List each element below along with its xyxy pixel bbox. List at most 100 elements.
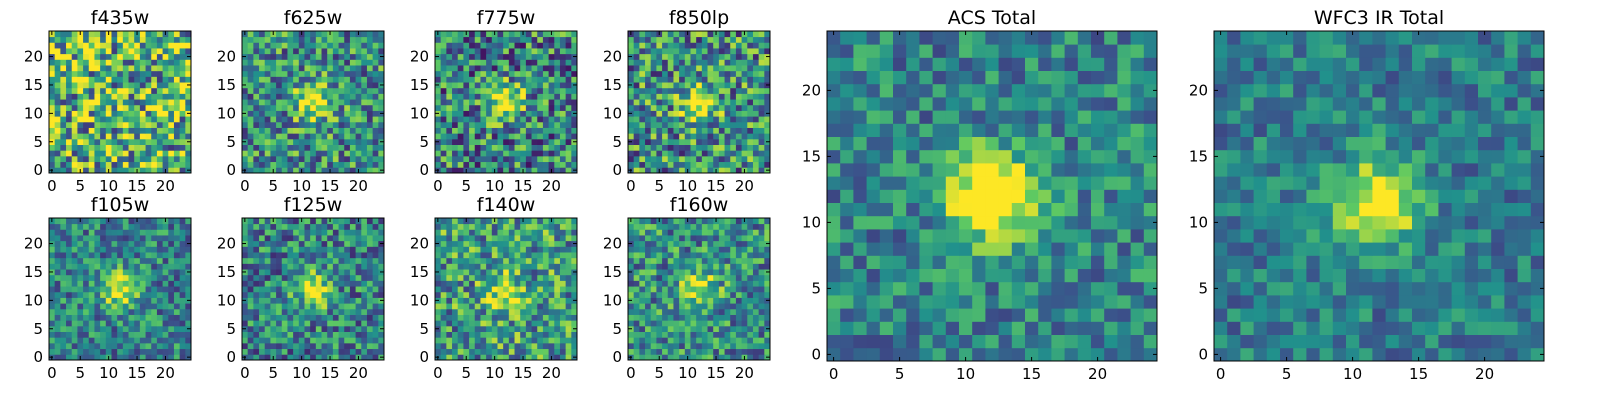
heatmap-cell [508,76,515,83]
heatmap-cell [520,99,527,106]
heatmap-cell [542,257,549,264]
heatmap-cell [650,36,657,43]
heatmap-cell [452,240,459,247]
heatmap-cell [151,65,158,72]
heatmap-cell [696,308,703,315]
heatmap-cell [66,87,73,94]
heatmap-cell [378,320,385,327]
axes-frame [241,217,385,361]
heatmap-cell [565,150,572,157]
heatmap-cell [446,246,453,253]
heatmap-cell [741,280,748,287]
heatmap-cell [344,240,351,247]
heatmap-cell [718,76,725,83]
heatmap-cell [758,155,765,163]
heatmap-cell [514,303,521,310]
heatmap-cell [662,331,669,338]
heatmap-cell [741,93,748,100]
heatmap-cell [491,161,498,168]
heatmap-cell [270,303,277,310]
heatmap-cell [724,59,731,66]
heatmap-cell [747,133,754,140]
heatmap-cell [344,337,351,344]
heatmap-cell [435,133,442,140]
heatmap-cell [537,82,544,89]
heatmap-cell [111,240,118,247]
heatmap-cell [758,303,765,310]
heatmap-cell [724,93,731,100]
heatmap-cell [281,48,288,55]
heatmap-cell [491,348,498,355]
heatmap-cell [673,93,680,100]
heatmap-cell [117,104,124,111]
heatmap-cell [667,342,674,350]
heatmap-cell [633,331,640,338]
heatmap-cell [758,297,765,304]
heatmap-cell [718,331,725,338]
heatmap-cell [156,93,163,100]
heatmap-cell [696,48,703,55]
heatmap-cell [310,121,317,128]
heatmap-cell [355,36,362,43]
heatmap-cell [253,314,260,321]
heatmap-cell [542,240,549,247]
heatmap-cell [554,104,561,111]
heatmap-cell [656,325,663,332]
heatmap-cell [179,223,186,230]
heatmap-cell [264,65,271,72]
heatmap-cell [293,53,300,60]
heatmap-cell [696,138,703,145]
heatmap-cell [66,82,73,89]
heatmap-cell [520,291,527,298]
heatmap-cell [486,138,493,145]
heatmap-cell [94,161,101,168]
heatmap-cell [94,303,101,310]
heatmap-cell [645,127,652,134]
heatmap-cell [639,337,646,344]
heatmap-cell [718,110,725,117]
heatmap-cell [480,42,487,49]
heatmap-cell [531,348,538,355]
heatmap-cell [469,53,476,60]
heatmap-cell [134,70,141,77]
heatmap-cell [338,76,345,83]
heatmap-cell [77,252,84,259]
heatmap-cell [264,240,271,247]
heatmap-cell [344,331,351,338]
heatmap-cell [304,274,311,281]
heatmap-cell [639,82,646,89]
heatmap-cell [650,314,657,321]
heatmap-cell [457,274,464,281]
heatmap-cell [372,314,379,321]
heatmap-cell [276,155,283,163]
heatmap-cell [548,87,555,94]
heatmap-cell [162,138,169,145]
heatmap-cell [185,65,192,72]
heatmap-cell [463,121,470,128]
heatmap-cell [491,320,498,327]
heatmap-cell [122,325,129,332]
heatmap-cell [525,229,532,236]
heatmap-cell [71,53,78,60]
heatmap-cell [83,104,90,111]
heatmap-cell [71,121,78,128]
heatmap-cell [293,150,300,157]
heatmap-cell [77,297,84,304]
heatmap-cell [730,110,737,117]
heatmap-cell [298,138,305,145]
heatmap-cell [162,133,169,140]
heatmap-cell [559,331,567,338]
heatmap-cell [758,133,765,140]
y-tick-label: 15 [24,263,43,281]
heatmap-cell [310,87,317,94]
x-tick-label: 5 [268,364,278,382]
heatmap-cell [718,42,725,49]
heatmap-cell [741,36,748,43]
heatmap-cell [264,291,271,298]
heatmap-cell [259,280,266,287]
heatmap-cell [54,167,61,174]
heatmap-cell [71,87,78,94]
heatmap-cell [474,223,481,230]
heatmap-cell [747,354,754,361]
heatmap-cell [344,99,351,106]
